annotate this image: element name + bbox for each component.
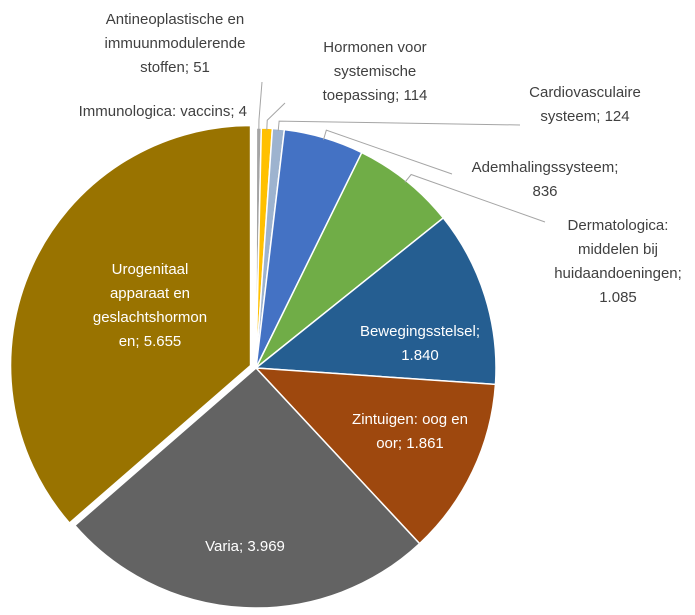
- data-label: Zintuigen: oog en: [352, 411, 468, 428]
- data-label: systemische: [334, 63, 417, 80]
- leader-line: [267, 103, 285, 130]
- data-label: oor; 1.861: [376, 435, 444, 452]
- data-label: Dermatologica:: [568, 217, 669, 234]
- data-label: Cardiovasculaire: [529, 84, 641, 101]
- data-label: middelen bij: [578, 241, 658, 258]
- data-label: 1.840: [401, 347, 439, 364]
- data-label: toepassing; 114: [323, 87, 428, 104]
- data-label: Hormonen voor: [323, 39, 426, 56]
- data-label: huidaandoeningen;: [554, 265, 682, 282]
- data-label: Immunologica: vaccins; 4: [79, 103, 247, 120]
- data-label: geslachtshormon: [93, 309, 207, 326]
- leader-line: [259, 82, 262, 130]
- data-label: Urogenitaal: [112, 261, 189, 278]
- data-label: Antineoplastische en: [106, 11, 244, 28]
- data-label: en; 5.655: [119, 333, 182, 350]
- data-label: stoffen; 51: [140, 59, 210, 76]
- data-label: systeem; 124: [540, 108, 629, 125]
- data-label: 1.085: [599, 289, 637, 306]
- data-label: 836: [532, 183, 557, 200]
- data-label: Varia; 3.969: [205, 538, 285, 555]
- data-label: Ademhalingssysteem;: [472, 159, 619, 176]
- data-label: apparaat en: [110, 285, 190, 302]
- data-label: Bewegingsstelsel;: [360, 323, 480, 340]
- data-label: immuunmodulerende: [105, 35, 246, 52]
- leader-line: [278, 121, 520, 131]
